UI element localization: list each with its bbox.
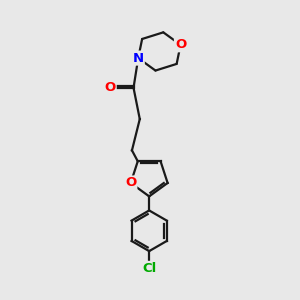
Text: O: O [175, 38, 186, 51]
Text: O: O [125, 176, 136, 190]
Text: N: N [133, 52, 144, 64]
Text: Cl: Cl [142, 262, 156, 275]
Text: O: O [104, 81, 116, 94]
